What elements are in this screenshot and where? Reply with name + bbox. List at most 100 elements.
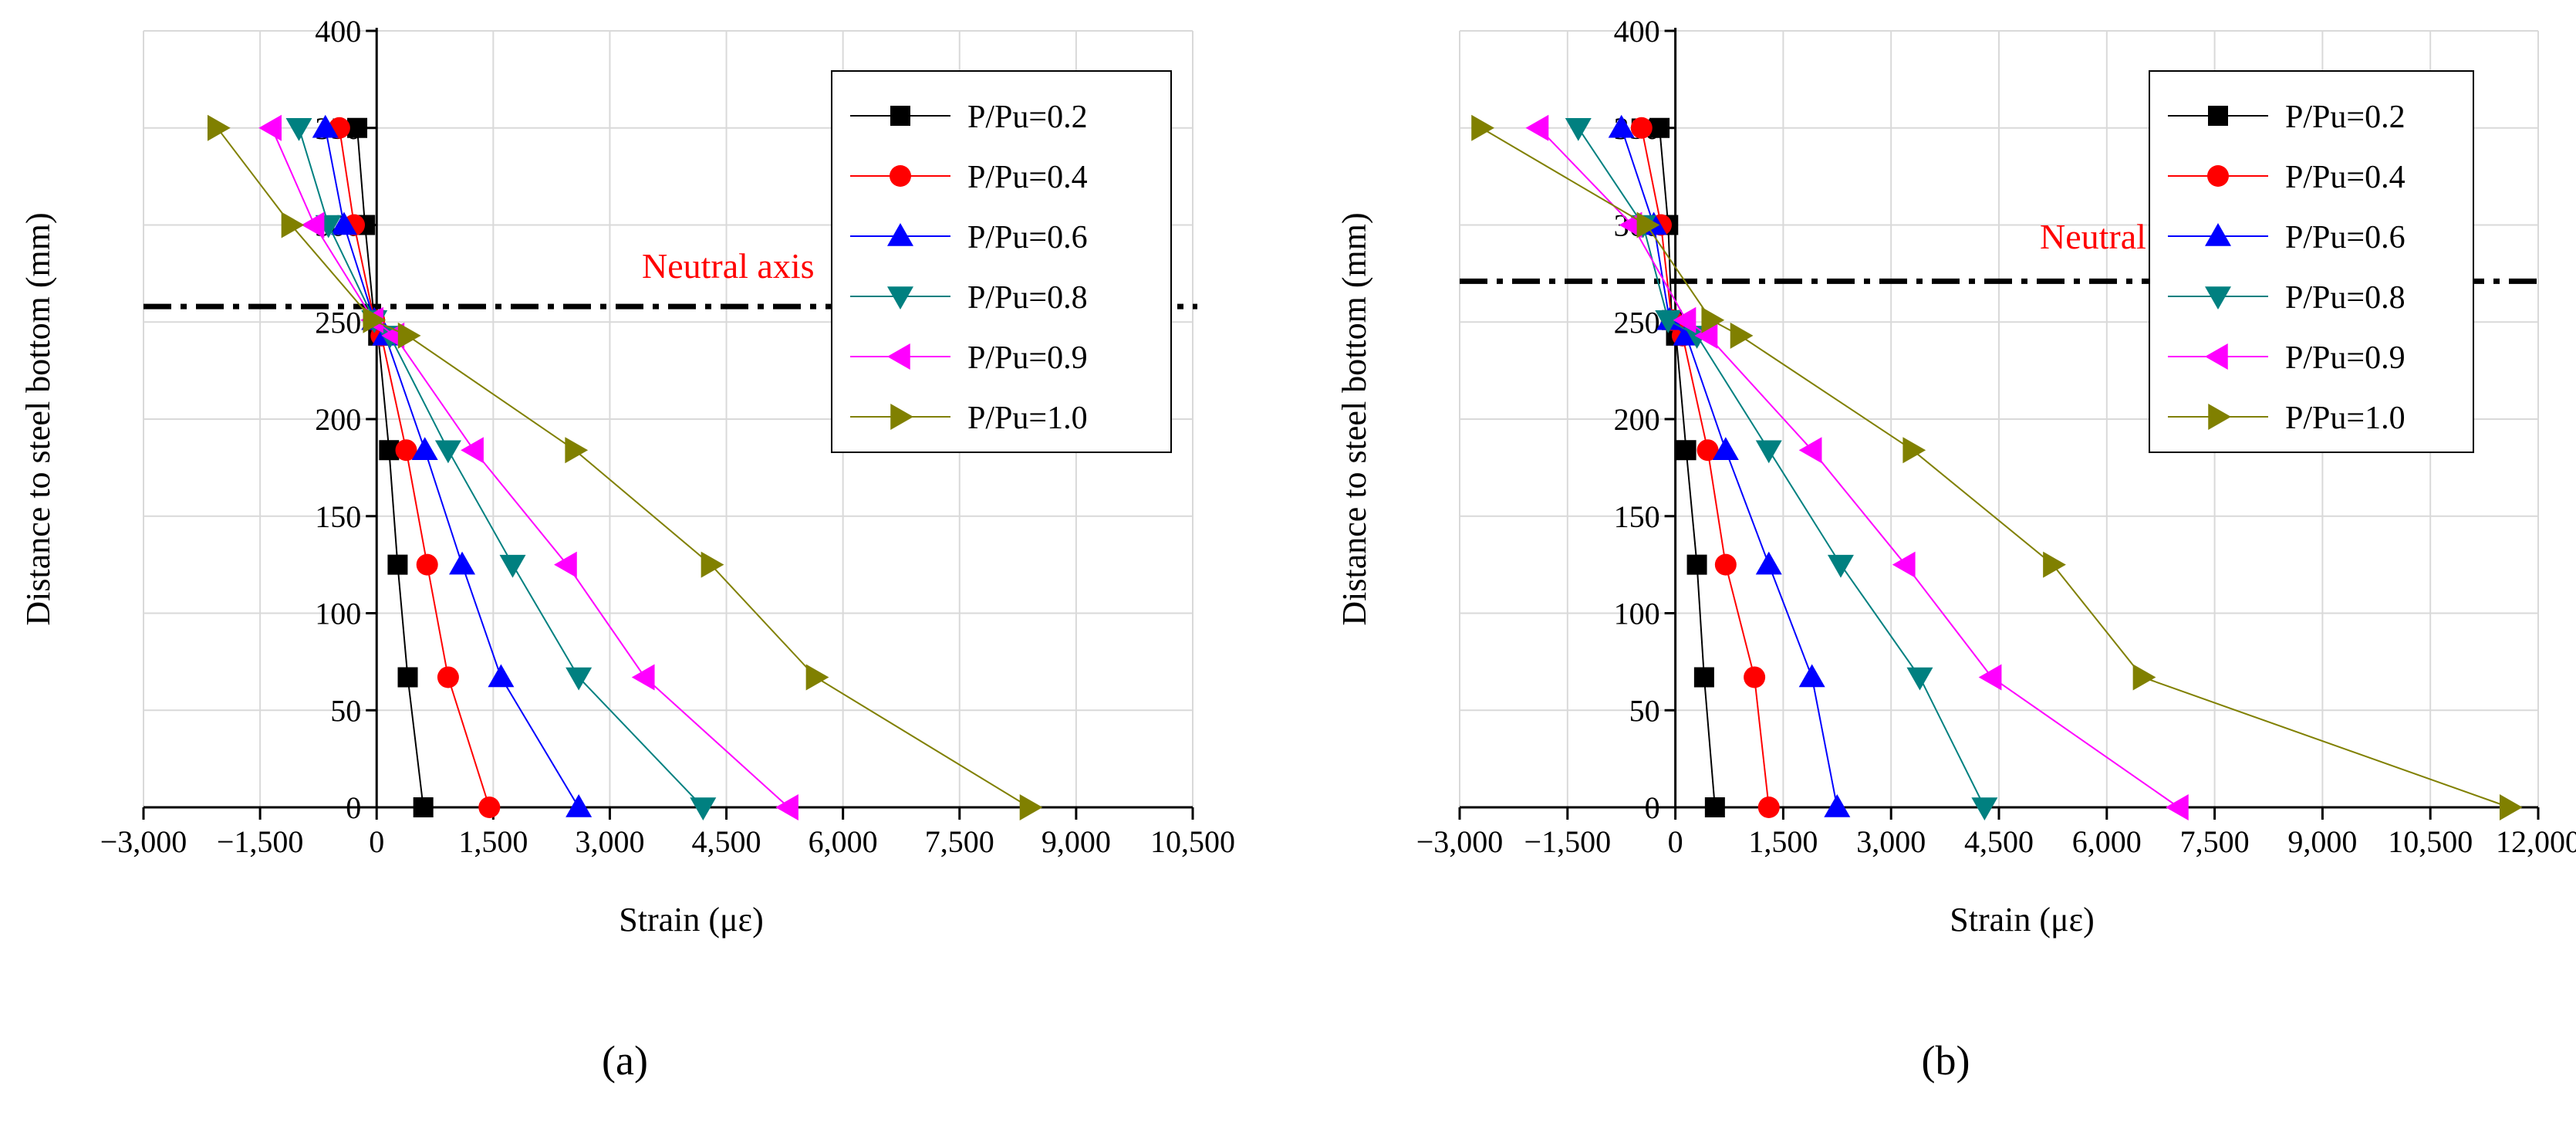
legend-label: P/Pu=0.8 <box>2285 280 2406 316</box>
legend-swatch-marker <box>887 286 913 310</box>
y-tick-label: 100 <box>1614 597 1660 631</box>
series-line <box>298 127 704 808</box>
series-4 <box>1565 118 1998 820</box>
data-point <box>1757 797 1780 818</box>
data-point <box>285 118 312 141</box>
data-point <box>387 554 408 575</box>
y-tick-label: 150 <box>1614 499 1660 534</box>
legend-box <box>2149 70 2474 453</box>
data-point <box>2166 794 2189 820</box>
data-point <box>690 797 717 820</box>
legend-swatch-marker <box>2208 106 2228 126</box>
legend-swatch-marker <box>2205 343 2228 370</box>
data-point <box>461 437 484 464</box>
y-tick-label: 100 <box>315 597 361 631</box>
y-tick-label: 50 <box>1629 693 1660 728</box>
y-tick-label: 150 <box>315 499 361 534</box>
series-line <box>1659 127 1716 808</box>
data-point <box>207 114 231 141</box>
data-point <box>1730 322 1754 349</box>
y-tick-label: 200 <box>315 402 361 437</box>
series-line <box>1538 127 2179 808</box>
x-tick-label: 0 <box>369 824 384 859</box>
legend-label: P/Pu=0.4 <box>2285 160 2406 195</box>
x-tick-label: 6,000 <box>809 824 878 859</box>
data-point <box>301 211 325 238</box>
y-tick-label: 0 <box>346 790 361 825</box>
data-point <box>411 437 438 460</box>
chart-panel-a: −3,000 −1,500 0 1,500 3,000 4,500 6,000 7,500 9,… <box>19 14 1235 1084</box>
x-tick-label: 9,000 <box>1042 824 1111 859</box>
data-point <box>1798 437 1822 464</box>
data-point <box>1694 322 1718 349</box>
data-point <box>1608 114 1635 138</box>
y-tick-label: 0 <box>1645 790 1660 825</box>
data-point <box>478 797 501 818</box>
data-point <box>1824 794 1851 817</box>
panel-label: (b) <box>1922 1037 1970 1084</box>
data-point <box>805 664 829 691</box>
data-point <box>1712 437 1739 460</box>
series-5 <box>1525 114 2189 820</box>
x-tick-label: 10,500 <box>2388 824 2473 859</box>
data-point <box>1744 666 1766 688</box>
data-point <box>2132 664 2156 691</box>
data-point <box>566 794 593 817</box>
legend-label: P/Pu=0.6 <box>2285 220 2406 255</box>
x-tick-label: 10,500 <box>1150 824 1235 859</box>
series-line <box>216 127 1030 808</box>
data-point <box>1892 551 1916 578</box>
x-tick-label: −3,000 <box>1416 824 1504 859</box>
x-tick-label: 4,500 <box>1964 824 2034 859</box>
y-axis-title: Distance to steel bottom (mm) <box>1335 212 1373 625</box>
chart-panel-b: −3,000 −1,500 0 1,500 3,000 4,500 6,000 7,500 9,… <box>1335 14 2576 1084</box>
legend-swatch-marker <box>890 165 911 187</box>
data-point <box>499 554 526 578</box>
legend-swatch-marker <box>2205 223 2231 246</box>
legend-label: P/Pu=0.9 <box>2285 340 2406 376</box>
data-point <box>437 666 459 688</box>
data-point <box>312 114 339 138</box>
series-6 <box>1471 114 2523 820</box>
data-point <box>1902 437 1926 464</box>
data-point <box>258 114 282 141</box>
y-axis-title: Distance to steel bottom (mm) <box>19 212 57 625</box>
series-line <box>338 127 491 808</box>
data-point <box>701 551 724 578</box>
data-point <box>1755 440 1782 464</box>
y-tick-label: 50 <box>330 693 361 728</box>
legend-label: P/Pu=0.9 <box>967 340 1088 376</box>
data-point <box>488 664 515 688</box>
x-tick-label: 7,500 <box>925 824 994 859</box>
x-axis-title: Strain (με) <box>619 901 763 939</box>
legend-swatch-marker <box>887 223 913 246</box>
legend-label: P/Pu=0.2 <box>2285 100 2406 135</box>
legend: P/Pu=0.2 P/Pu=0.4 P/Pu=0.6 P/Pu=0.8 P/Pu=0.9… <box>831 70 1172 453</box>
series-line <box>356 127 424 808</box>
data-point <box>565 437 589 464</box>
legend-box <box>831 70 1172 453</box>
x-tick-label: −1,500 <box>217 824 304 859</box>
legend-label: P/Pu=0.8 <box>967 280 1088 316</box>
data-point <box>1701 306 1725 333</box>
legend-swatch-marker <box>2208 404 2231 430</box>
data-point <box>1636 211 1660 238</box>
series-line <box>324 127 579 808</box>
data-point <box>566 667 593 691</box>
data-point <box>434 440 461 464</box>
data-point <box>395 439 417 462</box>
x-tick-label: 0 <box>1668 824 1683 859</box>
data-point <box>2499 794 2523 820</box>
y-tick-label: 200 <box>1614 402 1660 437</box>
data-point <box>1630 117 1653 139</box>
data-point <box>1673 306 1697 333</box>
data-point <box>1704 797 1725 817</box>
neutral-axis-label: Neutral axis <box>642 246 815 286</box>
x-tick-label: 3,000 <box>575 824 644 859</box>
x-tick-label: 6,000 <box>2072 824 2142 859</box>
data-point <box>281 211 305 238</box>
data-point <box>1649 117 1670 138</box>
legend-label: P/Pu=0.6 <box>967 220 1088 255</box>
data-point <box>1906 667 1933 691</box>
